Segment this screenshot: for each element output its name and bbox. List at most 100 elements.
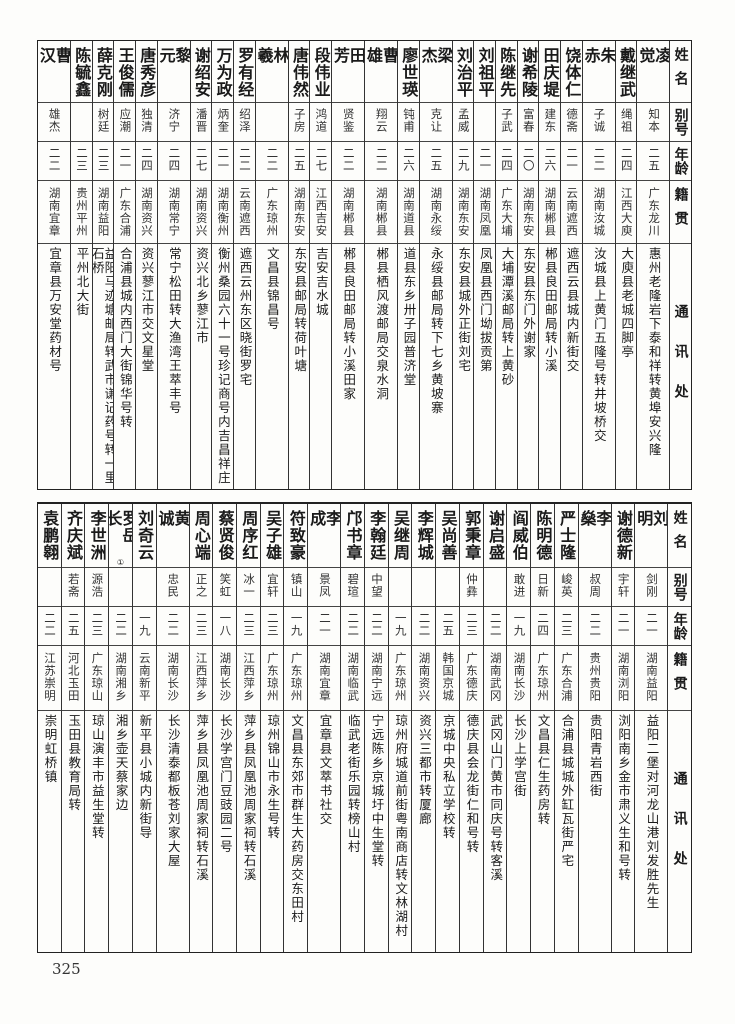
person-origin: 江苏崇明	[42, 652, 57, 702]
header-label-origin: 籍贯	[671, 652, 688, 700]
origin-cell: 湖南永绥	[419, 181, 452, 244]
address-cell: 武冈山门黄市同庆号转客溪	[484, 711, 507, 952]
person-alias: 子诚	[592, 108, 607, 133]
person-origin: 湖南资兴	[194, 187, 209, 237]
alias-cell	[37, 568, 61, 607]
person-origin: 湖南东安	[521, 187, 536, 237]
age-cell: 二七	[310, 142, 331, 181]
person-address: 临武老街乐园转榜山村	[345, 714, 361, 854]
origin-cell: 湖南郴县	[364, 181, 397, 244]
person-name: 罗岳长	[109, 510, 132, 544]
person-column: 吴继周 一九 广东琼州 琼州府城道前街粤南商店转文林湖村	[387, 504, 412, 952]
age-cell: 二四	[135, 142, 157, 181]
address-cell: 资兴蓼江市交文星堂	[136, 244, 157, 489]
person-column: 阎威伯 敢进 一九 湖南长沙 长沙上学宫街	[506, 504, 531, 952]
person-address: 永绥县邮局转下七乡黄坡寨	[428, 247, 444, 415]
person-origin: 湖南湘乡	[114, 652, 129, 702]
address-cell: 文昌县仁生药房转	[531, 711, 554, 952]
alias-cell: 忠民	[156, 568, 189, 607]
person-alias: 叔周	[588, 573, 603, 598]
person-name: 吴子雄	[263, 510, 283, 561]
origin-cell: 湖南长沙	[507, 646, 531, 711]
address-cell: 道县东乡卅子园普济堂	[398, 244, 419, 489]
person-alias: 知本	[647, 108, 662, 133]
roster-table-top: 姓名 别号 年龄 籍贯 通讯处 凌觉 知本 二五 广东龙川 惠州老隆岩下泰和祥转黄埠安兴隆 戴继武绳…	[37, 40, 692, 490]
person-name: 曹雄	[364, 47, 397, 79]
person-name: 黄诚	[156, 510, 189, 542]
person-address: 遮西云县城内新街交	[564, 247, 580, 373]
age-cell: 二六	[397, 142, 419, 181]
origin-cell: 湖南浏阳	[611, 646, 635, 711]
person-address: 东安县邮局转荷叶塘	[292, 247, 308, 373]
person-column: 田芳 贤鉴 二二 湖南郴县 郴县良田邮局转小溪田家	[330, 41, 364, 489]
age-cell: 二四	[495, 142, 517, 181]
person-alias: 翔云	[374, 108, 389, 133]
person-age: 二七	[314, 147, 329, 172]
age-cell: 二一	[635, 607, 668, 646]
person-origin: 江西吉安	[314, 187, 329, 237]
origin-cell: 广东琼州	[260, 646, 284, 711]
age-cell: 二一	[560, 142, 582, 181]
alias-cell: 建东	[539, 103, 560, 142]
age-cell: 二九	[452, 142, 474, 181]
address-cell: 临武老街乐园转榜山村	[341, 711, 364, 952]
person-name: 万为政	[213, 47, 233, 98]
header-cell-name: 姓名	[668, 504, 691, 568]
person-age: 二二	[166, 612, 181, 637]
person-column: 符致豪 镇山 一九 广东琼州 文昌县东郊市群生大药房交东田村	[283, 504, 308, 952]
alias-cell: 德斋	[560, 103, 582, 142]
person-alias: 贤鉴	[341, 108, 356, 133]
person-address: 遮西云州东区晓街罗宅	[237, 247, 253, 387]
person-column: 谢启盛 二二 湖南武冈 武冈山门黄市同庆号转客溪	[482, 504, 507, 952]
header-label-origin: 籍贯	[672, 187, 689, 235]
header-label-age: 年龄	[672, 147, 689, 175]
person-alias: 正之	[194, 573, 209, 598]
person-age: 二一	[216, 147, 231, 172]
age-cell: 二四	[531, 607, 554, 646]
age-cell: 二二	[364, 607, 388, 646]
person-address: 长沙学宫门豆豉园二号	[217, 714, 233, 854]
origin-cell: 广东合浦	[114, 181, 135, 244]
name-cell: 齐庆斌	[61, 504, 85, 568]
address-cell: 大庾县老城四脚亭	[616, 244, 637, 489]
person-origin: 湖南郴县	[543, 187, 558, 237]
age-cell: 二三	[260, 607, 284, 646]
age-cell: 一九	[132, 607, 156, 646]
person-column: 罗有经 绍泽 二二 云南遮西 遮西云州东区晓街罗宅	[232, 41, 255, 489]
address-cell: 资兴三都市转厦廊	[412, 711, 435, 952]
header-cell-name: 姓名	[670, 41, 691, 103]
alias-cell: 知本	[637, 103, 670, 142]
person-column: 李世洲 源浩 二三 广东琼山 琼山演丰市益生堂转	[84, 504, 109, 952]
age-cell: 二五	[419, 142, 452, 181]
person-age: 二五	[647, 147, 662, 172]
age-cell: 二四	[157, 142, 190, 181]
alias-cell: 济宁	[157, 103, 190, 142]
person-alias: 宇轩	[616, 573, 631, 598]
person-address: 资兴蓼江市交文星堂	[139, 247, 155, 373]
age-cell: 二二	[331, 142, 364, 181]
person-column: 邝书章 碧瑄 二二 湖南临武 临武老街乐园转榜山村	[340, 504, 364, 952]
person-alias: 应潮	[118, 108, 133, 133]
person-column: 陈继先 子武 二四 广东大埔 大埔潭溪邮局转上黄砂	[494, 41, 517, 489]
person-name: 李翰廷	[367, 510, 387, 561]
person-name: 齐庆斌	[63, 510, 83, 561]
person-address: 萍乡县凤凰池周家祠转石溪	[241, 714, 257, 882]
person-name: 段伟业	[311, 47, 331, 98]
header-column: 姓名 别号 年龄 籍贯 通讯处	[667, 504, 691, 952]
person-origin: 贵州贵阳	[588, 652, 603, 702]
name-cell: 凌觉	[637, 41, 670, 103]
address-cell: 益阳马迹塘邮局转武市谦记药号转一里石桥	[93, 244, 114, 489]
alias-cell: 子房	[288, 103, 310, 142]
origin-cell: 湖南益阳	[635, 646, 668, 711]
person-name: 周心端	[191, 510, 211, 561]
address-cell: 玉田县教育局转	[62, 711, 85, 952]
name-cell: 吴子雄	[260, 504, 284, 568]
age-cell: 二二	[483, 607, 507, 646]
address-cell: 京城中央私立学校转	[436, 711, 459, 952]
person-column: 严士隆 峻英 二三 广东合浦 合浦县城城外缸瓦街严宅	[553, 504, 578, 952]
person-alias: 笑虹	[218, 573, 233, 598]
person-age: 二四	[536, 612, 551, 637]
person-address: 德庆县会龙街仁和号转	[464, 714, 480, 854]
person-column: 饶体仁 德斋 二一 云南遮西 遮西云县城内新街交	[559, 41, 582, 489]
person-name: 严士隆	[557, 510, 577, 561]
